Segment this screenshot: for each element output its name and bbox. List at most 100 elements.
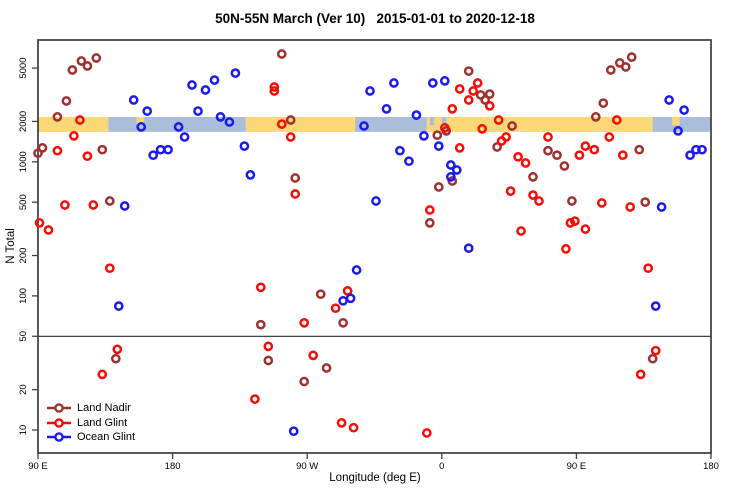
point-ocean-glint — [200, 85, 211, 95]
point-land-glint — [561, 244, 571, 254]
y-tick-label: 50 — [18, 331, 29, 342]
legend-label: Ocean Glint — [77, 431, 136, 444]
point-land-glint — [604, 132, 615, 142]
x-tick-label: 90 W — [296, 461, 318, 472]
point-land-glint — [650, 345, 661, 356]
y-tick-label: 2000 — [18, 111, 29, 132]
point-land-nadir — [552, 150, 562, 161]
y-tick-label: 5000 — [18, 57, 29, 78]
point-land-nadir — [315, 289, 326, 300]
point-ocean-glint — [389, 78, 399, 88]
point-ocean-glint — [451, 165, 462, 175]
point-land-nadir — [76, 56, 87, 66]
point-land-glint — [625, 202, 636, 212]
point-land-glint — [496, 136, 507, 146]
point-ocean-glint — [404, 156, 414, 167]
point-land-nadir — [33, 148, 43, 159]
point-land-glint — [34, 218, 45, 228]
point-ocean-glint — [359, 121, 369, 131]
x-tick-label: 90 E — [567, 461, 587, 472]
point-ocean-glint — [411, 110, 422, 120]
point-land-glint — [330, 303, 341, 314]
point-land-glint — [528, 190, 538, 200]
x-tick-label: 90 E — [28, 461, 48, 472]
point-ocean-glint — [288, 426, 299, 437]
point-ocean-glint — [673, 126, 683, 136]
point-ocean-glint — [224, 117, 235, 127]
point-land-glint — [472, 78, 483, 88]
point-land-nadir — [61, 96, 72, 106]
point-land-glint — [596, 198, 607, 208]
point-land-nadir — [338, 317, 348, 328]
point-land-nadir — [433, 182, 444, 192]
point-land-nadir — [463, 66, 474, 76]
point-land-nadir — [507, 121, 517, 131]
point-land-glint — [513, 151, 523, 162]
point-ocean-glint — [113, 301, 124, 311]
point-land-nadir — [605, 65, 616, 75]
point-land-nadir — [634, 144, 645, 155]
point-ocean-glint — [148, 150, 159, 161]
point-ocean-glint — [371, 196, 381, 206]
point-land-glint — [97, 369, 108, 380]
point-ocean-glint — [142, 106, 153, 116]
point-land-glint — [285, 132, 296, 142]
point-ocean-glint — [209, 75, 220, 85]
point-land-nadir — [263, 355, 274, 366]
point-ocean-glint — [697, 144, 707, 155]
point-land-glint — [643, 263, 654, 274]
point-land-nadir — [82, 61, 93, 71]
point-land-glint — [493, 115, 504, 125]
point-ocean-glint — [345, 293, 356, 304]
ocean-glint-marker-icon — [47, 432, 71, 443]
point-land-glint — [484, 101, 495, 111]
x-tick-label: 180 — [703, 461, 719, 472]
point-ocean-glint — [193, 106, 203, 116]
point-land-nadir — [52, 112, 63, 122]
point-land-nadir — [620, 62, 631, 72]
point-ocean-glint — [439, 76, 450, 86]
point-ocean-glint — [679, 105, 689, 115]
point-land-glint — [468, 86, 479, 96]
point-ocean-glint — [395, 145, 405, 156]
point-ocean-glint — [230, 68, 241, 78]
point-ocean-glint — [136, 122, 147, 132]
point-ocean-glint — [187, 80, 197, 90]
point-land-glint — [463, 95, 474, 105]
point-land-nadir — [67, 65, 78, 75]
point-land-glint — [505, 186, 516, 196]
point-ocean-glint — [338, 295, 348, 306]
point-land-glint — [75, 115, 85, 125]
surface-band-ocean — [355, 116, 427, 132]
surface-band-detail-land — [136, 116, 145, 126]
y-axis-label: N Total — [5, 228, 17, 264]
point-land-nadir — [104, 196, 115, 206]
point-ocean-glint — [173, 122, 184, 132]
point-land-glint — [421, 428, 432, 438]
point-land-nadir — [97, 144, 108, 155]
point-land-glint — [299, 317, 310, 328]
point-land-glint — [635, 369, 646, 380]
point-land-nadir — [480, 95, 491, 105]
point-land-glint — [308, 350, 319, 361]
point-ocean-glint — [664, 95, 674, 105]
point-land-glint — [516, 226, 526, 236]
legend-item-ocean-glint: Ocean Glint — [46, 430, 135, 445]
point-land-glint — [348, 422, 359, 433]
point-land-glint — [342, 286, 353, 296]
point-land-glint — [82, 151, 93, 162]
point-land-glint — [263, 341, 274, 352]
point-land-nadir — [255, 319, 266, 330]
point-ocean-glint — [163, 144, 173, 155]
point-land-glint — [88, 200, 99, 210]
y-tick-label: 1000 — [18, 151, 29, 172]
point-land-nadir — [640, 197, 651, 207]
point-ocean-glint — [650, 301, 661, 311]
point-land-glint — [454, 84, 465, 94]
point-land-nadir — [91, 53, 102, 63]
point-land-nadir — [110, 353, 121, 364]
point-land-glint — [104, 263, 115, 274]
point-land-glint — [477, 124, 488, 134]
point-land-glint — [269, 86, 280, 96]
point-land-glint — [43, 225, 54, 235]
